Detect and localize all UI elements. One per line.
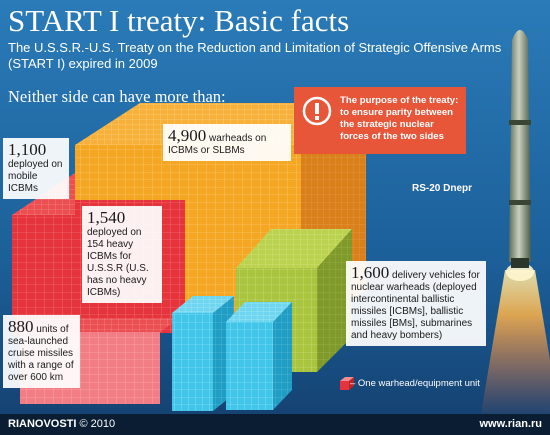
exclamation-icon — [302, 96, 332, 126]
callout-value: 1,540 — [87, 208, 126, 227]
copyright: © 2010 — [79, 418, 116, 430]
callout-text: warheads on ICBMs or SLBMs — [168, 133, 267, 156]
callout-text: deployed on 154 heavy ICBMs for U.S.S.R … — [87, 227, 149, 298]
mobile-icbms-callout: 1,100 deployed on mobile ICBMs — [3, 138, 69, 199]
rocket-label: RS-20 Dnepr — [412, 183, 473, 194]
callout-value: 880 — [8, 317, 34, 336]
red-cube-icon — [340, 377, 354, 390]
cruise-missiles-callout: 880 units of sea-launched cruise missile… — [3, 315, 80, 388]
page-title: START I treaty: Basic facts — [8, 3, 350, 38]
lead-text: Neither side can have more than: — [8, 87, 226, 106]
heavy-icbms-callout: 1,540 deployed on 154 heavy ICBMs for U.… — [82, 206, 162, 303]
callout-text: delivery vehicles for nuclear warheads (… — [351, 270, 480, 341]
warheads-callout: 4,900 warheads on ICBMs or SLBMs — [163, 124, 291, 161]
footer-credit: RIANOVOSTI © 2010 — [8, 418, 115, 430]
purpose-box — [294, 87, 466, 154]
delivery-vehicles-callout: 1,600 delivery vehicles for nuclear warh… — [346, 261, 486, 346]
agency-name: RIANOVOSTI — [8, 418, 77, 430]
unit-legend: – One warhead/equipment unit — [350, 378, 480, 389]
callout-value: 1,600 — [351, 263, 390, 282]
footer-bar — [0, 414, 550, 435]
purpose-text: The purpose of the treaty: to ensure par… — [340, 95, 459, 142]
callout-text: units of sea-launched cruise missiles wi… — [8, 324, 74, 383]
callout-text: deployed on mobile ICBMs — [8, 159, 63, 194]
page-subtitle: The U.S.S.R.-U.S. Treaty on the Reductio… — [8, 40, 502, 71]
site-link[interactable]: www.rian.ru — [479, 418, 542, 430]
callout-value: 1,100 — [8, 140, 47, 159]
callout-value: 4,900 — [168, 126, 207, 145]
